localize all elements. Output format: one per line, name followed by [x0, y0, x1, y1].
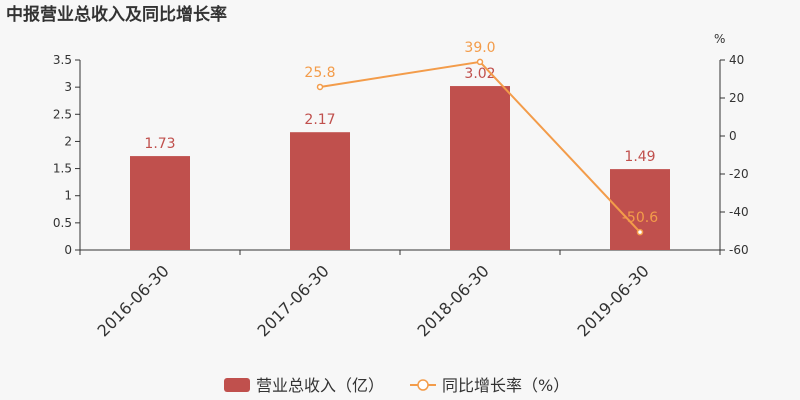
- x-tick-label: 2016-06-30: [94, 261, 173, 340]
- y-right-tick-label: -40: [729, 205, 749, 219]
- y-left-tick-label: 0.5: [53, 216, 72, 230]
- y-right-tick-label: 0: [729, 129, 737, 143]
- legend-label-bar: 营业总收入（亿）: [256, 376, 384, 395]
- y-left-tick-label: 3.5: [53, 53, 72, 67]
- chart-title: 中报营业总收入及同比增长率: [6, 4, 227, 25]
- legend-swatch-marker: [417, 379, 429, 391]
- y-left-tick-label: 2.5: [53, 107, 72, 121]
- y-right-unit: %: [714, 32, 725, 46]
- y-right-tick-label: -20: [729, 167, 749, 181]
- legend: 营业总收入（亿） 同比增长率（%）: [224, 376, 569, 395]
- bar: [290, 132, 350, 250]
- y-left-tick-label: 3: [64, 80, 72, 94]
- y-right-tick-label: 20: [729, 91, 744, 105]
- x-tick-label: 2019-06-30: [574, 261, 653, 340]
- x-tick-label: 2018-06-30: [414, 261, 493, 340]
- y-left-tick-label: 2: [64, 134, 72, 148]
- bar: [130, 156, 190, 250]
- bar-label: 2.17: [304, 112, 335, 128]
- growth-label: 39.0: [464, 40, 495, 56]
- growth-point: [316, 83, 324, 91]
- bar: [450, 86, 510, 250]
- y-right-tick-label: -60: [729, 243, 749, 257]
- growth-label: 25.8: [304, 65, 335, 81]
- legend-label-line: 同比增长率（%）: [442, 376, 569, 395]
- growth-label: -50.6: [622, 210, 658, 226]
- legend-swatch-bar: [224, 378, 250, 392]
- y-left-tick-label: 0: [64, 243, 72, 257]
- bar-label: 1.73: [144, 136, 175, 152]
- line-series: 25.8 39.0 -50.6: [304, 40, 658, 236]
- y-right-tick-label: 40: [729, 53, 744, 67]
- growth-point: [636, 228, 644, 236]
- y-left-tick-label: 1: [64, 189, 72, 203]
- x-tick-label: 2017-06-30: [254, 261, 333, 340]
- y-left-tick-label: 1.5: [53, 162, 72, 176]
- bar-label: 1.49: [624, 149, 655, 165]
- growth-point: [476, 58, 484, 66]
- bars: 1.732.173.021.49: [130, 66, 670, 250]
